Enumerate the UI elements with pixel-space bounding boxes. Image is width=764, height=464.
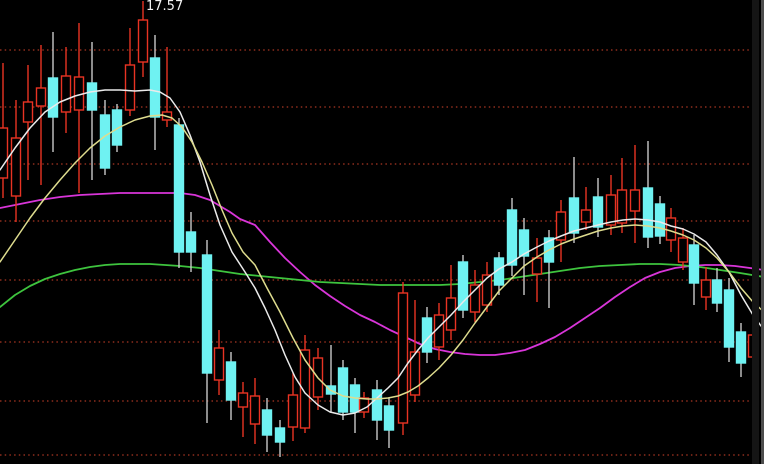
candle-body-up: [531, 257, 543, 275]
candle-body-down: [688, 244, 700, 284]
candle-body-up: [60, 75, 72, 113]
candle-body-down: [371, 389, 383, 421]
right-border-inner: [752, 0, 759, 464]
candle-body-down: [506, 209, 518, 266]
candle-body-up: [616, 189, 628, 224]
candle-body-down: [383, 405, 395, 431]
ma-long-green: [0, 263, 764, 308]
candle-body-down: [518, 229, 530, 257]
candle-body-up: [677, 237, 689, 263]
ma-layer-back: [0, 192, 764, 356]
candle-body-down: [457, 261, 469, 311]
candle-body-up: [124, 64, 136, 111]
candle-body-up: [237, 392, 249, 408]
candle-body-down: [654, 203, 666, 237]
candle-body-up: [481, 274, 493, 306]
candle-body-up: [469, 284, 481, 313]
candle-body-up: [0, 127, 9, 179]
candle-layer: [0, 1, 759, 457]
candle-body-down: [274, 427, 286, 443]
ma-layer: [0, 89, 764, 416]
candle-body-down: [185, 231, 197, 253]
candle-body-up: [249, 395, 261, 425]
candle-body-up: [137, 19, 149, 63]
candle-body-up: [10, 137, 22, 197]
candle-body-down: [568, 197, 580, 234]
candle-body-up: [35, 87, 47, 107]
candle-body-up: [665, 217, 677, 241]
candle-body-up: [555, 211, 567, 241]
candle-body-up: [397, 292, 409, 424]
candle-body-up: [629, 189, 641, 212]
candle-body-down: [173, 124, 185, 253]
candle-body-down: [723, 289, 735, 348]
candle-body-up: [213, 347, 225, 381]
candle-body-up: [299, 349, 311, 429]
candle-body-down: [592, 196, 604, 228]
candle-body-down: [642, 187, 654, 238]
candle-body-up: [605, 194, 617, 226]
candle-body-down: [99, 114, 111, 169]
candle-body-down: [47, 77, 59, 118]
right-border-outer: [761, 0, 764, 464]
ma-slow-magenta: [0, 192, 764, 356]
candle-body-up: [22, 101, 34, 123]
candle-body-up: [700, 279, 712, 298]
ma-mid-yellow: [0, 114, 764, 400]
candle-body-down: [201, 254, 213, 374]
candle-body-up: [287, 394, 299, 428]
candle-body-down: [86, 82, 98, 111]
candle-body-down: [337, 367, 349, 413]
candle-body-down: [261, 409, 273, 436]
ma-fast-white: [0, 89, 764, 416]
candle-body-up: [409, 351, 421, 396]
candle-body-down: [149, 57, 161, 118]
candle-body-down: [111, 109, 123, 146]
candle-body-down: [225, 361, 237, 401]
candle-body-down: [711, 279, 723, 304]
candle-body-down: [735, 331, 747, 364]
candle-body-up: [580, 209, 592, 223]
high-price-label: 17.57: [146, 0, 183, 14]
